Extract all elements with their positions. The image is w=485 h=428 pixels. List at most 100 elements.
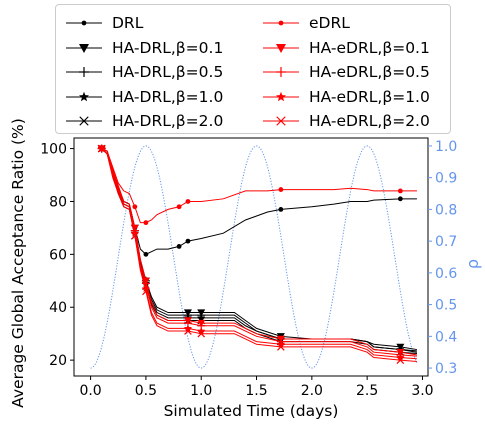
legend-label: HA-eDRL,β=0.1 [309,38,430,57]
y-ticks: 20 40 60 80 100 [40,142,74,369]
legend-entry: DRL [64,11,223,36]
legend-label: HA-DRL,β=0.1 [112,38,224,57]
legend-label: HA-eDRL,β=0.5 [309,63,430,82]
y2-tick-label: 0.5 [435,298,457,314]
series-marker [396,353,405,361]
legend-label: HA-DRL,β=0.5 [112,63,224,82]
legend-swatch [263,91,299,101]
series-marker [184,327,192,335]
series-line [101,148,417,362]
y2-axis-label: ρ [463,259,482,269]
series-marker [79,43,89,53]
y2-tick-label: 0.4 [435,329,457,345]
legend-entry: HA-DRL,β=1.0 [64,85,223,110]
series-marker [278,207,284,212]
series-marker [131,232,139,240]
legend-label: HA-DRL,β=1.0 [112,87,224,106]
series-marker [276,67,286,78]
legend-swatch [263,43,299,53]
series-marker [197,326,206,335]
legend-swatch [66,91,102,101]
series-marker [397,188,403,194]
y-tick-label: 20 [49,353,67,369]
legend-swatch [66,43,102,53]
legend-label: DRL [112,14,144,33]
series-marker [277,343,285,351]
series-ha-edrl-0-1 [97,145,418,357]
series-marker [276,43,286,53]
series-marker [143,251,149,257]
series-marker [79,91,89,101]
series-marker [79,67,89,78]
y-tick-label: 60 [49,247,67,263]
series-line [101,148,418,351]
series-drl [99,146,417,257]
series-marker [97,144,106,153]
y2-tick-label: 1.0 [435,139,457,155]
legend-entry: HA-eDRL,β=2.0 [261,109,430,134]
series-marker [176,244,182,249]
y2-tick-label: 0.3 [435,361,457,377]
legend: DRL HA-DRL,β=0.1 HA-DRL,β=0.5 HA-DRL,β=1.0 H… [55,4,451,134]
series-marker [185,238,191,244]
legend-swatch [66,116,102,126]
y-tick-label: 40 [49,300,67,316]
legend-entry: HA-DRL,β=2.0 [64,109,223,134]
series-marker [396,356,405,364]
series-marker [276,91,286,101]
series-line [101,148,418,356]
series-marker [141,284,150,293]
y2-tick-label: 0.8 [435,202,457,218]
y2-tick-label: 0.9 [435,171,457,187]
series-marker [276,116,286,126]
y-tick-label: 80 [49,194,67,210]
series-marker [183,324,192,332]
y2-tick-label: 0.6 [435,266,457,282]
series-line [101,148,417,224]
y2-ticks: 0.3 0.4 0.5 0.6 0.7 0.8 0.9 1.0 [428,139,457,377]
series-marker [197,313,206,322]
series-marker [278,20,284,26]
x-tick-label: 2.5 [356,383,378,399]
x-tick-label: 1.5 [245,383,267,399]
series-line [101,148,417,360]
series-line [101,148,417,355]
legend-column-drl: DRL HA-DRL,β=0.1 HA-DRL,β=0.5 HA-DRL,β=1.0 H… [64,11,223,134]
legend-entry: eDRL [261,11,430,36]
legend-swatch [66,67,102,78]
series-marker [278,187,284,192]
series-marker [185,199,191,204]
legend-label: HA-eDRL,β=1.0 [309,87,430,106]
y-tick-label: 100 [40,142,67,158]
series-line [101,148,417,255]
legend-label: HA-DRL,β=2.0 [112,112,224,131]
series-ha-drl-0-5 [97,144,417,354]
series-line [101,148,418,353]
x-tick-label: 0.0 [79,383,101,399]
series-ha-drl-1-0 [97,144,418,353]
series-edrl [99,146,417,226]
legend-swatch [263,116,299,126]
legend-swatch [66,20,102,26]
series-ha-edrl-0-5 [97,144,417,359]
series-marker [143,220,149,226]
series-marker [197,329,206,338]
y2-tick-label: 0.7 [435,234,457,250]
series-marker [276,340,285,348]
x-tick-label: 3.0 [411,383,433,399]
legend-entry: HA-eDRL,β=1.0 [261,85,430,110]
legend-entry: HA-DRL,β=0.5 [64,60,223,85]
series-line [101,148,417,352]
series-marker [397,196,403,202]
series-marker [81,20,87,26]
legend-entry: HA-eDRL,β=0.5 [261,60,430,85]
legend-column-edrl: eDRL HA-eDRL,β=0.1 HA-eDRL,β=0.5 HA-eDRL,β=… [261,11,430,134]
legend-swatch [263,20,299,26]
legend-swatch [263,67,299,78]
y-axis-label: Average Global Acceptance Ratio (%) [9,118,27,408]
series-marker [79,116,89,126]
x-ticks: 0.0 0.5 1.0 1.5 2.0 2.5 3.0 [79,376,434,399]
legend-label: eDRL [309,14,350,33]
x-tick-label: 2.0 [301,383,323,399]
